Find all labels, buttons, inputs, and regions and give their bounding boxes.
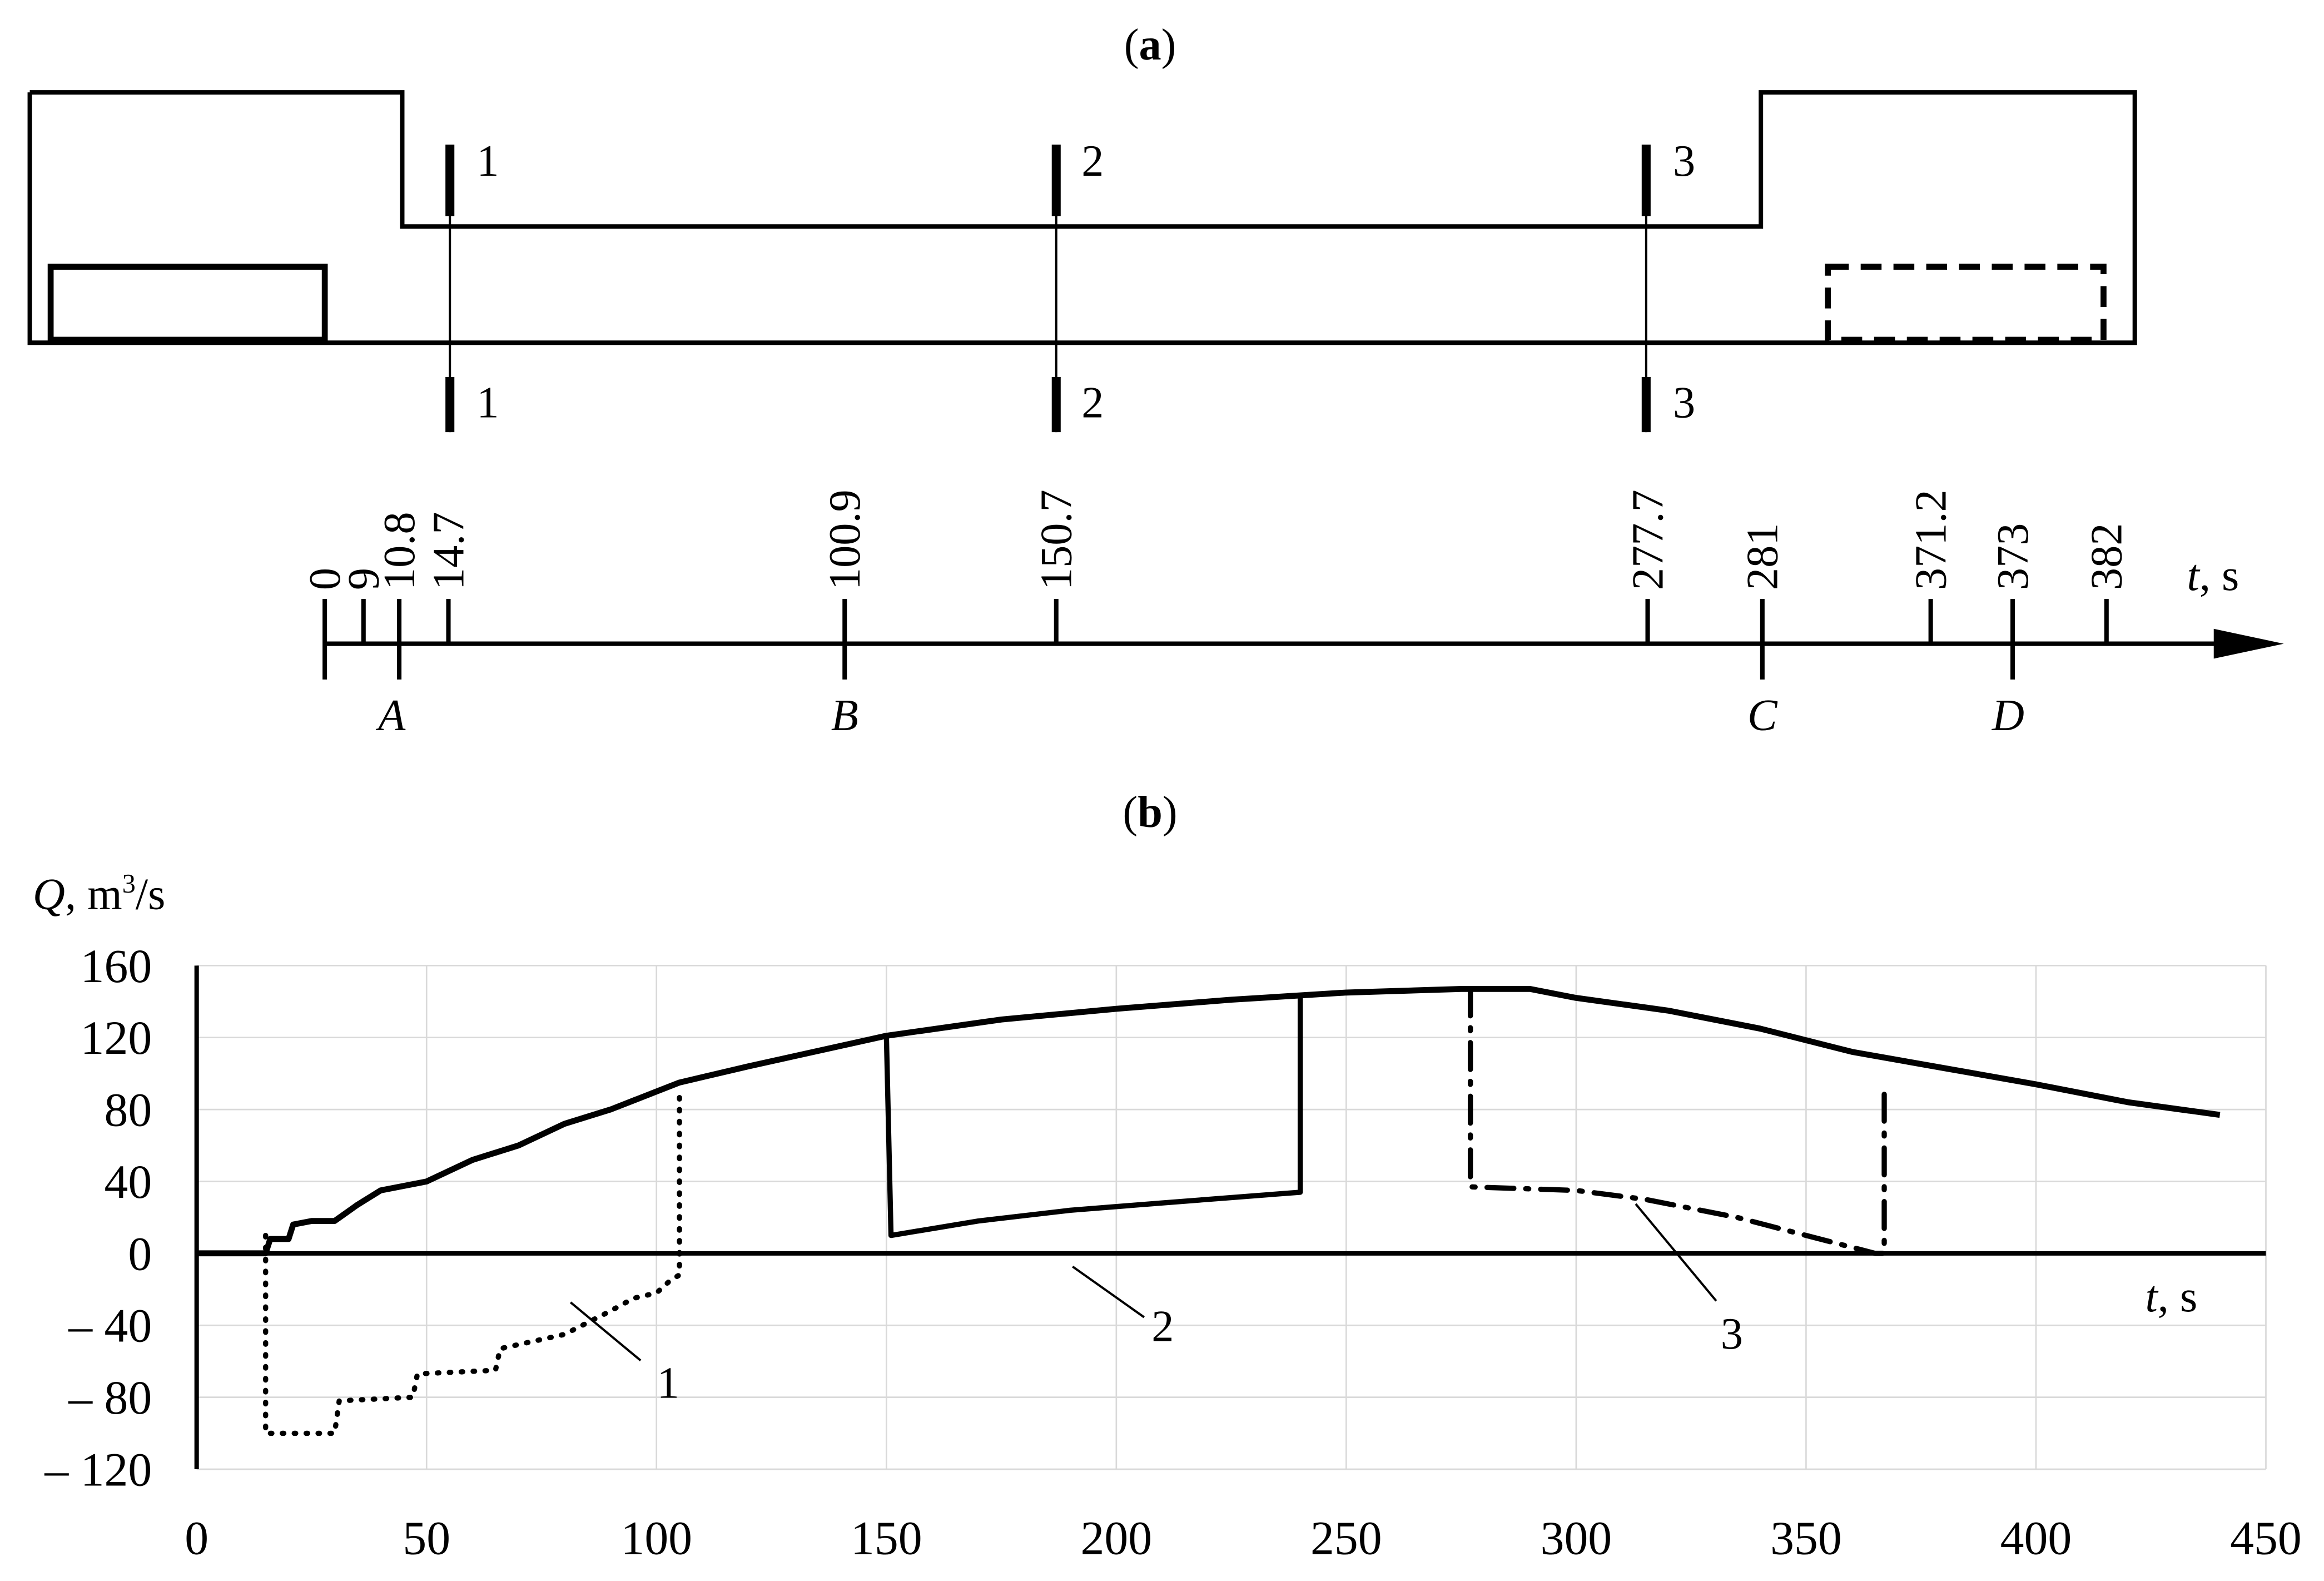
section-label-1-top: 1	[476, 136, 499, 186]
section-label-3-bottom: 3	[1673, 378, 1695, 427]
section-label-2-top: 2	[1081, 136, 1104, 186]
y-tick-label: – 80	[68, 1371, 152, 1424]
x-tick-label: 100	[620, 1512, 692, 1565]
tunnel-diagram	[27, 90, 2137, 433]
train-start-box	[47, 264, 328, 343]
point-label-c: C	[1747, 691, 1778, 740]
series-line-envelope	[196, 986, 2221, 1257]
time-tick-label: 373	[1988, 523, 2038, 591]
time-tick-label: 100.9	[820, 489, 870, 590]
point-labels: A B C D	[375, 691, 2024, 740]
x-tick-label: 450	[2230, 1512, 2302, 1565]
time-axis	[322, 599, 2284, 680]
panel-b-label: (b)	[1123, 787, 1177, 837]
x-tick-label: 350	[1770, 1512, 1842, 1565]
section-labels: 1 1 2 2 3 3	[476, 136, 1695, 427]
chart-grid	[194, 965, 2267, 1470]
x-tick-label: 250	[1310, 1512, 1382, 1565]
series-line-1	[263, 1089, 682, 1436]
series-line-3	[1467, 986, 1887, 1256]
train-end-box	[1825, 264, 2107, 343]
series-annotations	[569, 1203, 1717, 1361]
y-tick-label: – 120	[44, 1443, 152, 1496]
section-label-1-bottom: 1	[476, 378, 499, 427]
x-tick-labels: 0 50 100 150 200 250 300 350 400 450	[185, 1512, 2302, 1565]
x-tick-label: 200	[1081, 1512, 1153, 1565]
series-label-3: 3	[1721, 1309, 1743, 1359]
arrow-icon	[2213, 628, 2284, 659]
y-tick-label: 160	[81, 940, 152, 993]
time-tick-label: 10.8	[375, 512, 424, 590]
series-line-2	[883, 996, 1303, 1238]
time-tick-label: 281	[1738, 523, 1787, 591]
section-marks	[445, 144, 1651, 433]
time-tick-label: 371.2	[1906, 489, 1955, 590]
chart-series	[196, 986, 2221, 1436]
series-label-2: 2	[1151, 1302, 1174, 1351]
time-tick-label: 9	[339, 568, 389, 590]
time-tick-label: 277.7	[1623, 489, 1672, 590]
section-lines	[449, 144, 1647, 433]
point-label-a: A	[375, 691, 406, 740]
section-label-2-bottom: 2	[1081, 378, 1104, 427]
point-label-b: B	[831, 691, 858, 740]
time-tick-labels: 0 9 10.8 14.7 100.9 150.7 277.7 281 371.…	[300, 489, 2132, 590]
y-tick-labels: 160 120 80 40 0 – 40 – 80 – 120	[44, 940, 152, 1496]
y-tick-label: – 40	[68, 1300, 152, 1352]
time-tick-label: 14.7	[424, 512, 473, 590]
x-tick-label: 300	[1541, 1512, 1612, 1565]
tunnel-outline	[27, 90, 2137, 345]
panel-a-label: (a)	[1124, 20, 1176, 70]
y-axis-label: Q, m3/s	[33, 869, 165, 919]
y-tick-label: 40	[105, 1156, 152, 1208]
time-tick-label: 382	[2082, 523, 2132, 591]
x-tick-label: 50	[403, 1512, 450, 1565]
x-axis-label: t, s	[2145, 1272, 2197, 1321]
leader-line-3	[1635, 1203, 1717, 1302]
leader-line-2	[1072, 1265, 1145, 1319]
time-tick-label: 150.7	[1032, 489, 1081, 590]
section-label-3-top: 3	[1673, 136, 1695, 186]
y-tick-label: 0	[128, 1227, 152, 1280]
leader-line-1	[569, 1301, 642, 1361]
x-tick-label: 0	[185, 1512, 208, 1565]
x-tick-label: 150	[851, 1512, 922, 1565]
series-label-1: 1	[657, 1358, 679, 1407]
y-tick-label: 120	[81, 1012, 152, 1064]
x-tick-label: 400	[2000, 1512, 2072, 1565]
y-tick-label: 80	[105, 1084, 152, 1137]
time-tick-label: 0	[300, 568, 350, 590]
time-axis-label: t, s	[2187, 551, 2239, 600]
point-label-d: D	[1992, 691, 2024, 740]
